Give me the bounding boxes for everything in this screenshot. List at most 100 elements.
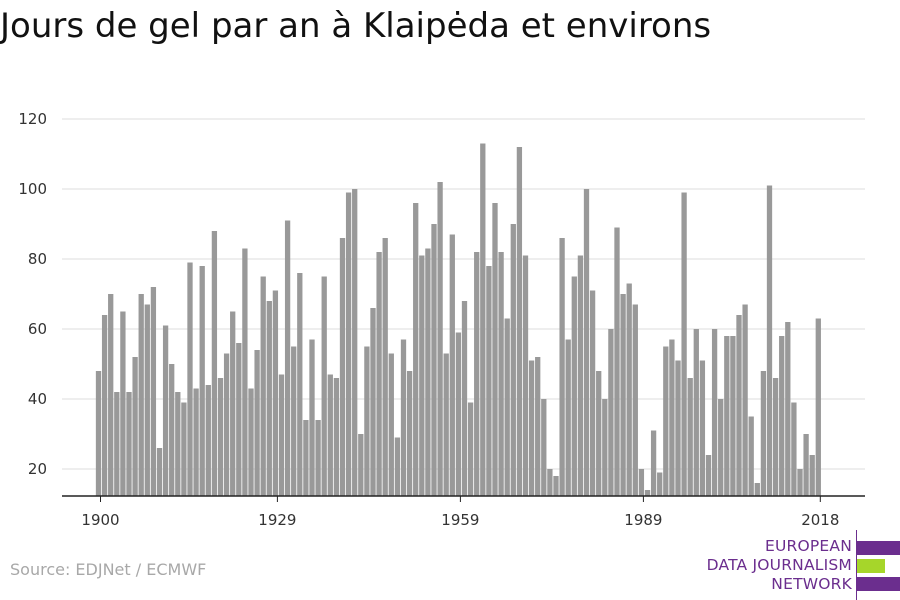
bar-1966 xyxy=(498,252,504,496)
bar-1993 xyxy=(663,346,669,496)
bar-1912 xyxy=(169,364,175,496)
bar-1974 xyxy=(547,469,553,496)
bar-1992 xyxy=(657,472,663,496)
bar-1927 xyxy=(260,276,266,496)
logo-line-network: NETWORK xyxy=(771,575,852,593)
x-tick-label-1900: 1900 xyxy=(81,511,119,529)
bar-1994 xyxy=(669,339,675,496)
bar-1996 xyxy=(681,192,687,496)
bar-1949 xyxy=(394,437,401,496)
bar-1941 xyxy=(345,192,352,496)
bar-2008 xyxy=(754,483,760,496)
bar-1907 xyxy=(138,294,144,496)
bar-1947 xyxy=(382,238,388,496)
bar-1940 xyxy=(339,238,346,496)
bar-1997 xyxy=(687,378,693,496)
bar-1905 xyxy=(126,392,132,496)
bar-1951 xyxy=(406,371,413,496)
bar-1914 xyxy=(181,402,187,496)
bar-1986 xyxy=(620,294,626,496)
bar-1910 xyxy=(156,448,163,496)
y-axis-ticks: 20 40 60 80 100 120 xyxy=(18,110,47,478)
logo-bar-purple-bottom xyxy=(857,577,900,591)
bar-1979 xyxy=(577,255,584,496)
bar-2001 xyxy=(711,329,718,496)
bar-1988 xyxy=(632,304,638,496)
bar-1922 xyxy=(230,311,236,496)
x-axis-ticks: 1900 1929 1959 1989 2018 xyxy=(81,496,839,529)
bar-1921 xyxy=(223,353,230,496)
bar-1929 xyxy=(272,290,279,496)
bar-1919 xyxy=(211,231,218,496)
bar-1991 xyxy=(650,430,657,496)
bar-1902 xyxy=(108,294,114,496)
bar-1967 xyxy=(504,318,510,496)
bars xyxy=(95,143,821,496)
bar-1952 xyxy=(413,203,419,496)
bar-2013 xyxy=(785,322,791,496)
bar-1935 xyxy=(309,339,315,496)
bar-2010 xyxy=(766,185,773,496)
bar-1913 xyxy=(175,392,181,496)
bar-1963 xyxy=(480,143,486,496)
logo-line-european: EUROPEAN xyxy=(764,537,852,555)
bar-1930 xyxy=(278,374,285,496)
bar-1925 xyxy=(248,388,254,496)
bar-1985 xyxy=(614,227,620,496)
bar-1946 xyxy=(376,252,382,496)
bar-2002 xyxy=(718,399,724,496)
bar-1962 xyxy=(474,252,480,496)
bar-1954 xyxy=(425,248,431,496)
bar-1989 xyxy=(638,469,645,496)
logo-bar-green xyxy=(857,559,885,573)
bar-1971 xyxy=(528,360,535,496)
bar-1961 xyxy=(467,402,474,496)
bar-1970 xyxy=(522,255,529,496)
logo-bar-purple-top xyxy=(857,541,900,555)
logo-line-data-journalism: DATA JOURNALISM xyxy=(706,556,852,574)
bar-1960 xyxy=(461,301,468,496)
y-tick-label-120: 120 xyxy=(18,110,47,128)
bar-1943 xyxy=(358,434,364,496)
bar-1918 xyxy=(205,385,211,496)
bar-2016 xyxy=(803,434,809,496)
bar-1926 xyxy=(254,350,260,496)
bar-1944 xyxy=(364,346,370,496)
bar-1980 xyxy=(583,189,590,496)
bar-1945 xyxy=(370,308,376,496)
bar-1957 xyxy=(443,353,449,496)
bar-1931 xyxy=(284,220,291,496)
bar-1972 xyxy=(535,357,541,496)
bar-2003 xyxy=(724,336,730,496)
y-tick-label-60: 60 xyxy=(28,320,47,338)
bar-1998 xyxy=(693,329,699,496)
bar-1932 xyxy=(291,346,297,496)
bar-1958 xyxy=(449,234,455,496)
bar-1956 xyxy=(437,182,443,496)
bar-2011 xyxy=(772,378,779,496)
chart-title: Jours de gel par an à Klaipėda et enviro… xyxy=(0,6,712,46)
bar-1948 xyxy=(388,353,394,496)
bar-1981 xyxy=(589,290,596,496)
bar-1920 xyxy=(217,378,224,496)
bar-1984 xyxy=(608,329,614,496)
bar-1975 xyxy=(553,476,559,496)
bar-1923 xyxy=(236,343,242,496)
bar-1965 xyxy=(492,203,498,496)
bar-2004 xyxy=(730,336,736,496)
bar-2017 xyxy=(809,455,815,496)
bar-1901 xyxy=(101,315,108,496)
bar-1915 xyxy=(187,262,193,496)
bar-1978 xyxy=(571,276,577,496)
edjnet-logo: EUROPEAN DATA JOURNALISM NETWORK xyxy=(700,530,900,600)
bar-1916 xyxy=(193,388,199,496)
bar-2007 xyxy=(748,416,754,496)
bar-1906 xyxy=(132,357,138,496)
source-note: Source: EDJNet / ECMWF xyxy=(10,560,207,579)
bar-1928 xyxy=(266,301,272,496)
y-tick-label-40: 40 xyxy=(28,390,47,408)
bar-1959 xyxy=(455,332,462,496)
bar-1973 xyxy=(541,399,547,496)
bar-1987 xyxy=(626,283,632,496)
